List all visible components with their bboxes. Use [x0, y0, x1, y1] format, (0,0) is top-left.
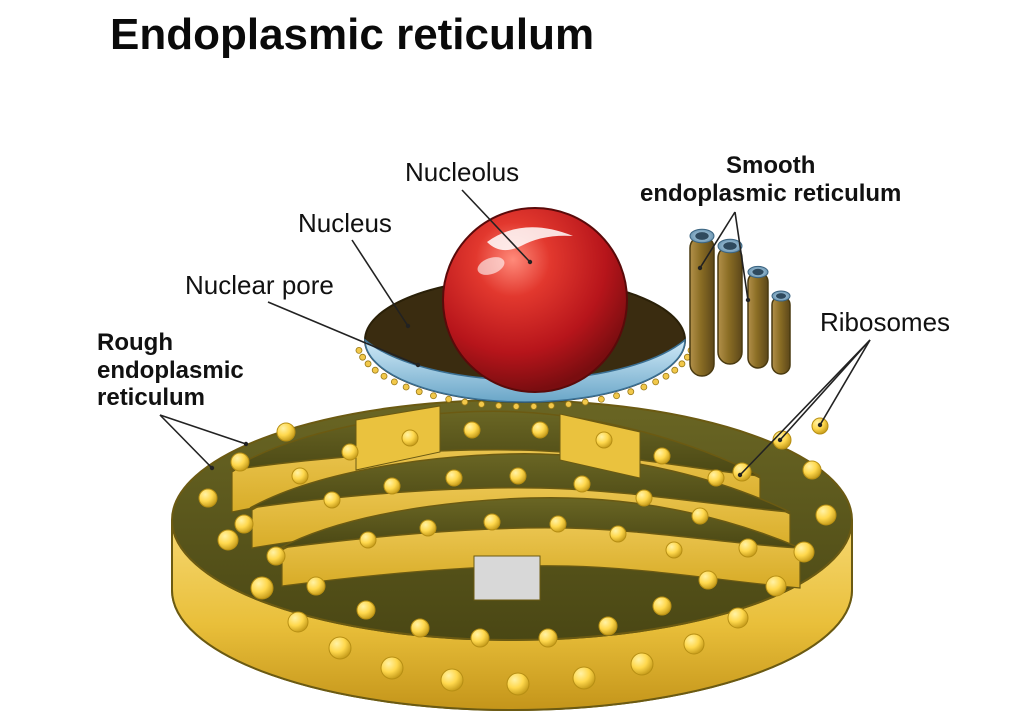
nucleolus: [443, 208, 627, 392]
label-nucleus: Nucleus: [298, 209, 392, 239]
label-nuclear-pore: Nuclear pore: [185, 271, 334, 301]
label-nucleolus: Nucleolus: [405, 158, 519, 188]
label-rough-er: Rough endoplasmic reticulum: [97, 329, 244, 412]
label-ribosomes: Ribosomes: [820, 308, 950, 338]
diagram-canvas: Endoplasmic reticulum Nucleolus Nucleus Nu…: [0, 0, 1024, 716]
label-smooth-er: Smooth endoplasmic reticulum: [640, 152, 901, 207]
diagram-title: Endoplasmic reticulum: [110, 10, 594, 60]
